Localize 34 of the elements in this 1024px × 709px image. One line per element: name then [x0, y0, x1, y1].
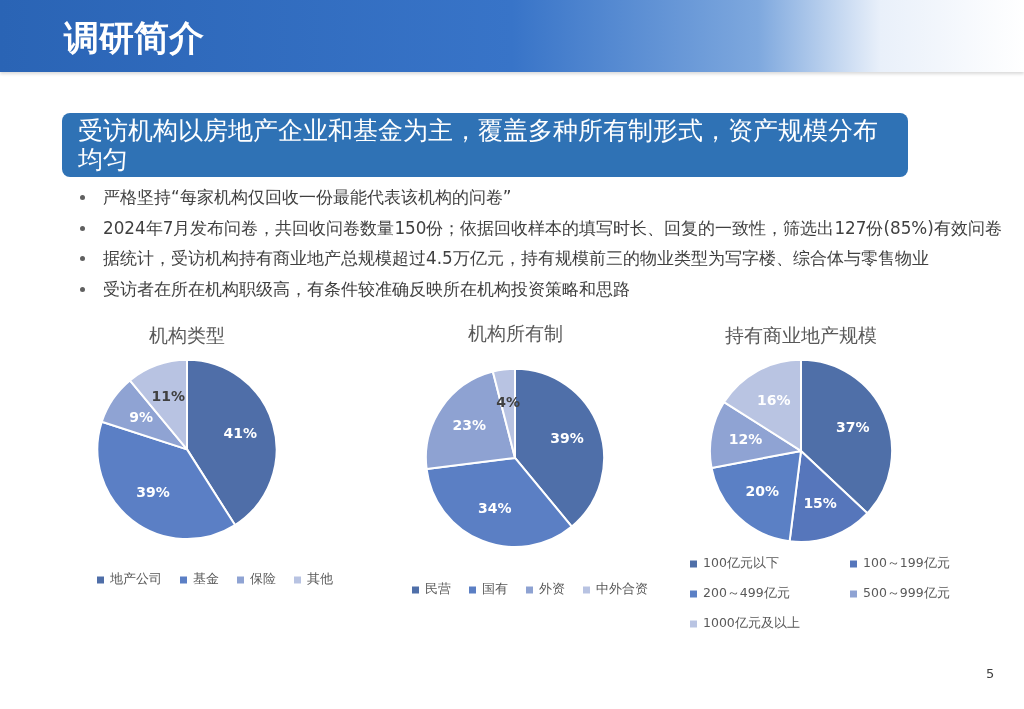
data-label: 16% — [757, 392, 791, 409]
legend-label: 中外合资 — [596, 581, 648, 597]
data-label: 37% — [836, 419, 870, 436]
data-label: 20% — [745, 482, 780, 499]
data-label: 34% — [477, 499, 512, 516]
legend-label: 地产公司 — [109, 571, 162, 587]
text: 2024年7月发布问卷，共回收问卷数量150份；依据回收样本的填写时长、回复的一致性，筛选出127份(85%)有效问卷 — [102, 216, 1002, 240]
chart-title: 机构所有制 — [467, 322, 563, 345]
data-label: 11% — [151, 387, 185, 404]
text: 严格坚持“每家机构仅回收一份最能代表该机构的问卷” — [102, 186, 513, 209]
data-label: 23% — [452, 417, 487, 434]
legend-label: 国有 — [482, 581, 508, 597]
text: 5 — [986, 666, 995, 682]
legend-label: 外资 — [539, 581, 565, 597]
legend-label: 200～499亿元 — [703, 585, 790, 601]
legend-label: 1000亿元及以上 — [703, 615, 800, 631]
text: 调研简介 — [64, 17, 204, 59]
legend-label: 100亿元以下 — [703, 555, 779, 571]
data-label: 9% — [129, 408, 153, 425]
legend-label: 100～199亿元 — [863, 555, 950, 571]
data-label: 12% — [728, 430, 763, 447]
data-label: 15% — [803, 494, 837, 511]
data-label: 39% — [136, 483, 170, 500]
text: 受访者在所在机构职级高，有条件较准确反映所在机构投资策略和思路 — [102, 277, 631, 301]
data-label: 41% — [223, 424, 258, 441]
text: 据统计，受访机构持有商业地产总规模超过4.5万亿元，持有规模前三的物业类型为写字楼、综合体与零售物业 — [102, 247, 930, 270]
chart-title: 机构类型 — [149, 324, 225, 347]
legend-label: 保险 — [250, 571, 276, 587]
data-label: 39% — [550, 429, 584, 446]
legend-label: 民营 — [425, 581, 451, 597]
legend-label: 基金 — [193, 571, 219, 587]
legend-label: 500～999亿元 — [863, 585, 950, 601]
chart-title: 持有商业地产规模 — [725, 324, 877, 347]
legend-label: 其他 — [307, 571, 333, 587]
